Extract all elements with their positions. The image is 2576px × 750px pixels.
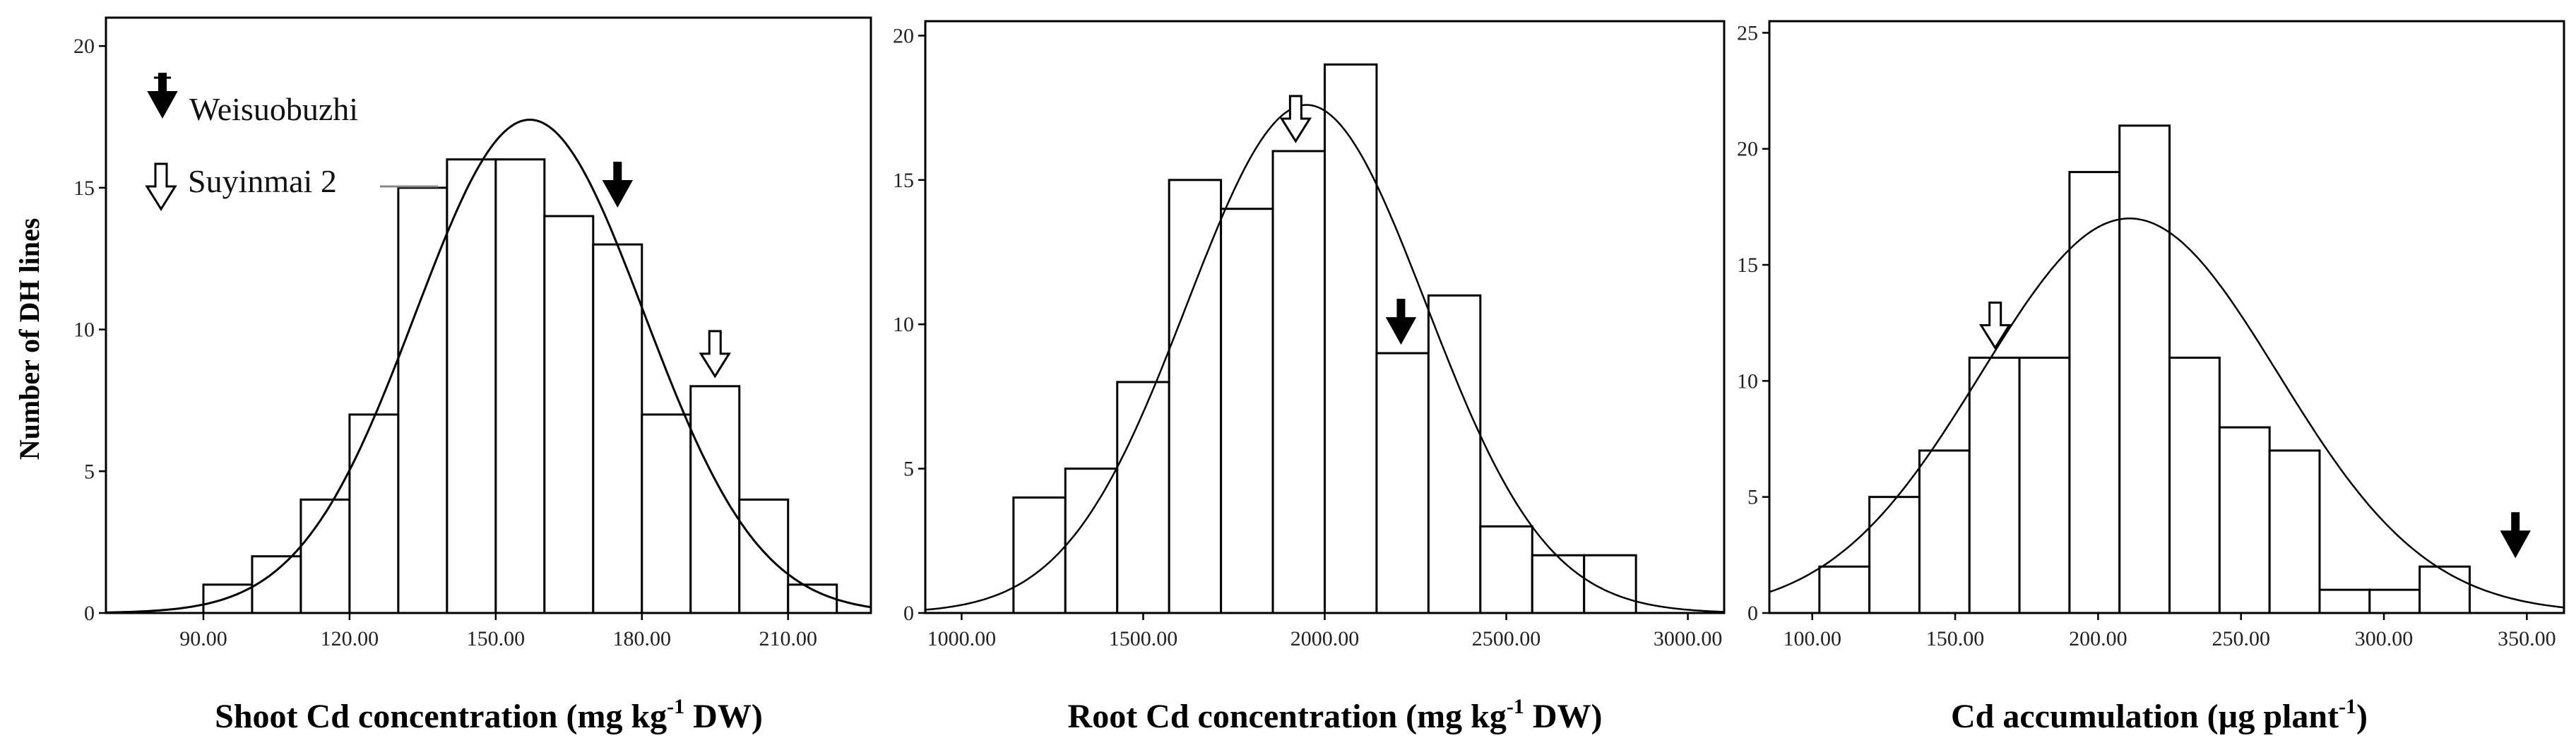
x-axis-label-main: Shoot Cd concentration (mg kg bbox=[215, 698, 667, 735]
x-axis-label-tail: DW) bbox=[684, 698, 763, 735]
y-tick-label-accum-2: 10 bbox=[1737, 369, 1758, 393]
y-tick-label-accum-0: 0 bbox=[1747, 602, 1758, 625]
y-axis-label: Number of DH lines bbox=[13, 218, 45, 460]
marker-root-suyinmai2-arrow-icon bbox=[1279, 95, 1312, 143]
legend-weisuobuzhi-arrow-icon bbox=[147, 73, 178, 119]
y-tick-label-shoot-3: 15 bbox=[73, 177, 95, 200]
x-axis-label-superscript: -1 bbox=[1507, 695, 1524, 718]
legend: Weisuobuzhi Suyinmai 2 bbox=[145, 73, 438, 211]
y-tick-label-shoot-0: 0 bbox=[84, 602, 95, 625]
bar-root-4 bbox=[1220, 208, 1274, 614]
y-tick-label-shoot-2: 10 bbox=[73, 319, 95, 342]
x-tick-label-accum-2: 200.00 bbox=[2069, 627, 2127, 650]
bar-accum-7 bbox=[2168, 357, 2221, 614]
bar-shoot-7 bbox=[543, 215, 595, 614]
bar-shoot-1 bbox=[251, 555, 302, 614]
legend-weisuobuzhi-label: Weisuobuzhi bbox=[189, 91, 358, 127]
x-tick-label-shoot-0: 90.00 bbox=[179, 627, 227, 650]
bar-accum-5 bbox=[2068, 171, 2121, 614]
x-tick-label-accum-0: 100.00 bbox=[1783, 627, 1841, 650]
bar-shoot-10 bbox=[689, 385, 741, 614]
bar-shoot-8 bbox=[592, 243, 643, 614]
bar-root-6 bbox=[1323, 63, 1378, 614]
marker-root-weisuobuzhi-arrow-icon bbox=[1385, 299, 1417, 345]
x-tick-label-root-1: 1500.00 bbox=[1109, 627, 1178, 650]
x-axis-label-superscript: -1 bbox=[667, 695, 684, 718]
bar-accum-0 bbox=[1818, 565, 1871, 614]
chart-accum: 100.00 150.00 200.00 250.00 300.00 350.00 0 5 10… bbox=[1737, 20, 2565, 735]
bar-root-5 bbox=[1271, 150, 1326, 614]
x-axis-label-main: Cd accumulation (µg plant bbox=[1951, 698, 2339, 735]
y-tick-label-root-0: 0 bbox=[903, 602, 914, 625]
x-axis-label-main: Root Cd concentration (mg kg bbox=[1068, 698, 1507, 735]
x-tick-label-shoot-1: 120.00 bbox=[321, 627, 379, 650]
bar-root-9 bbox=[1479, 525, 1533, 614]
bar-root-10 bbox=[1531, 554, 1586, 614]
y-tick-label-shoot-1: 5 bbox=[84, 460, 95, 483]
y-tick-label-root-4: 20 bbox=[893, 24, 914, 47]
bar-accum-9 bbox=[2268, 449, 2321, 614]
x-tick-label-accum-4: 300.00 bbox=[2355, 627, 2414, 650]
normal-curve-shoot bbox=[105, 118, 872, 614]
x-tick-label-accum-5: 350.00 bbox=[2498, 627, 2556, 650]
bar-root-1 bbox=[1064, 468, 1119, 614]
x-axis-label-accum: Cd accumulation (µg plant-1) bbox=[1951, 695, 2368, 735]
x-axis-label-tail: ) bbox=[2356, 698, 2368, 735]
chart-root: 1000.00 1500.00 2000.00 2500.00 3000.00 0 5 10 1… bbox=[893, 20, 1726, 735]
bar-root-7 bbox=[1375, 352, 1430, 614]
bar-accum-12 bbox=[2418, 565, 2471, 614]
normal-curve-accum bbox=[1769, 218, 2565, 609]
x-axis-label-shoot: Shoot Cd concentration (mg kg-1 DW) bbox=[215, 695, 763, 735]
bar-accum-10 bbox=[2318, 588, 2371, 614]
y-tick-label-accum-5: 25 bbox=[1737, 21, 1758, 44]
bar-shoot-6 bbox=[494, 158, 546, 614]
bar-root-3 bbox=[1168, 179, 1223, 614]
bar-accum-1 bbox=[1868, 496, 1921, 614]
bar-shoot-0 bbox=[202, 583, 254, 614]
bar-root-8 bbox=[1427, 294, 1482, 614]
bar-accum-11 bbox=[2368, 588, 2421, 614]
x-tick-label-root-0: 1000.00 bbox=[927, 627, 997, 650]
x-axis-label-root: Root Cd concentration (mg kg-1 DW) bbox=[1068, 695, 1603, 735]
bar-accum-2 bbox=[1918, 449, 1971, 614]
x-tick-label-shoot-3: 180.00 bbox=[613, 627, 672, 650]
marker-shoot-weisuobuzhi-arrow-icon bbox=[602, 162, 633, 208]
bar-shoot-9 bbox=[641, 413, 692, 614]
marker-accum-suyinmai2-arrow-icon bbox=[1978, 302, 2012, 350]
y-tick-label-root-1: 5 bbox=[903, 458, 914, 481]
x-tick-label-shoot-4: 210.00 bbox=[759, 627, 817, 650]
y-tick-label-accum-3: 15 bbox=[1737, 254, 1758, 277]
bar-shoot-3 bbox=[348, 413, 400, 614]
bar-root-2 bbox=[1116, 381, 1170, 614]
x-tick-label-accum-1: 150.00 bbox=[1926, 627, 1985, 650]
legend-suyinmai2-arrow-icon bbox=[145, 162, 177, 211]
x-tick-label-root-2: 2000.00 bbox=[1290, 627, 1360, 650]
x-tick-label-root-4: 3000.00 bbox=[1654, 627, 1723, 650]
bar-shoot-11 bbox=[738, 498, 790, 614]
bar-accum-6 bbox=[2118, 124, 2171, 614]
bar-accum-3 bbox=[1968, 357, 2021, 614]
bar-accum-4 bbox=[2018, 357, 2071, 614]
marker-accum-weisuobuzhi-arrow-icon bbox=[2500, 512, 2531, 559]
y-tick-label-root-2: 10 bbox=[893, 313, 914, 336]
x-tick-label-accum-3: 250.00 bbox=[2212, 627, 2270, 650]
x-tick-label-root-3: 2500.00 bbox=[1472, 627, 1541, 650]
y-tick-label-root-3: 15 bbox=[893, 169, 914, 192]
legend-suyinmai2-label: Suyinmai 2 bbox=[188, 163, 337, 199]
bar-shoot-5 bbox=[446, 158, 497, 614]
bar-accum-8 bbox=[2218, 426, 2271, 614]
bar-shoot-2 bbox=[299, 498, 351, 614]
charts-group: 90.00 120.00 150.00 180.00 210.00 0 5 10 15 20 Sho… bbox=[73, 16, 2565, 735]
y-tick-label-accum-4: 20 bbox=[1737, 138, 1758, 161]
chart-shoot: 90.00 120.00 150.00 180.00 210.00 0 5 10 15 20 Sho… bbox=[73, 16, 872, 735]
y-tick-label-accum-1: 5 bbox=[1747, 486, 1758, 509]
y-tick-label-shoot-4: 20 bbox=[73, 35, 95, 58]
x-tick-label-shoot-2: 150.00 bbox=[467, 627, 526, 650]
x-axis-label-superscript: -1 bbox=[2339, 695, 2356, 718]
x-axis-label-tail: DW) bbox=[1524, 698, 1603, 735]
normal-curve-root bbox=[925, 104, 1725, 613]
bar-shoot-4 bbox=[397, 186, 449, 614]
marker-shoot-suyinmai2-arrow-icon bbox=[699, 330, 731, 379]
